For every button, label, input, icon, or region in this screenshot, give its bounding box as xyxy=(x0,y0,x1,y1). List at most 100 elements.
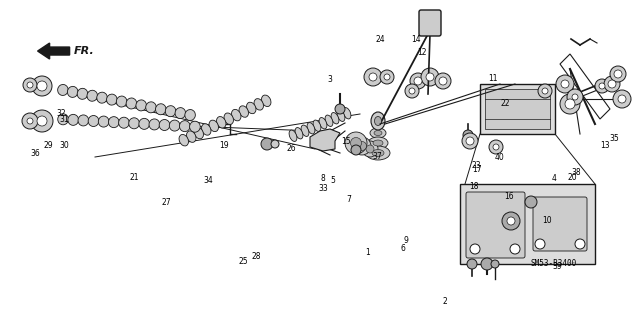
Text: 6: 6 xyxy=(401,244,406,253)
Circle shape xyxy=(614,70,622,78)
Circle shape xyxy=(538,84,552,98)
Circle shape xyxy=(409,88,415,94)
Circle shape xyxy=(481,258,493,270)
Circle shape xyxy=(22,113,38,129)
Ellipse shape xyxy=(202,124,211,135)
Ellipse shape xyxy=(325,115,333,126)
Circle shape xyxy=(32,76,52,96)
Circle shape xyxy=(23,78,37,92)
Circle shape xyxy=(610,66,626,82)
Circle shape xyxy=(575,239,585,249)
Polygon shape xyxy=(310,129,340,151)
Text: 9: 9 xyxy=(404,236,409,245)
Ellipse shape xyxy=(186,131,196,142)
Ellipse shape xyxy=(209,120,218,132)
Circle shape xyxy=(613,90,631,108)
Ellipse shape xyxy=(374,116,381,125)
Circle shape xyxy=(510,244,520,254)
Ellipse shape xyxy=(319,118,327,129)
Text: 23: 23 xyxy=(472,161,482,170)
Ellipse shape xyxy=(67,86,78,97)
Ellipse shape xyxy=(118,117,129,128)
Text: 20: 20 xyxy=(568,173,578,182)
Text: 32: 32 xyxy=(56,109,66,118)
Ellipse shape xyxy=(88,115,99,127)
Circle shape xyxy=(502,212,520,230)
Circle shape xyxy=(604,76,620,92)
Circle shape xyxy=(364,68,382,86)
Circle shape xyxy=(561,80,569,88)
Text: 26: 26 xyxy=(286,144,296,153)
Text: 11: 11 xyxy=(488,74,497,83)
Text: 16: 16 xyxy=(504,192,514,201)
Ellipse shape xyxy=(139,118,150,130)
Circle shape xyxy=(595,79,609,93)
Text: 29: 29 xyxy=(43,141,53,150)
Text: 36: 36 xyxy=(30,149,40,158)
Circle shape xyxy=(608,80,616,88)
Ellipse shape xyxy=(307,122,315,134)
Circle shape xyxy=(27,82,33,88)
Circle shape xyxy=(435,73,451,89)
Ellipse shape xyxy=(165,106,176,117)
Ellipse shape xyxy=(179,121,190,132)
Circle shape xyxy=(525,196,537,208)
Circle shape xyxy=(31,110,53,132)
Ellipse shape xyxy=(331,113,339,124)
Ellipse shape xyxy=(372,150,384,157)
Circle shape xyxy=(463,130,473,140)
Ellipse shape xyxy=(358,142,367,151)
Circle shape xyxy=(542,88,548,94)
Ellipse shape xyxy=(371,112,385,130)
Circle shape xyxy=(271,140,279,148)
Ellipse shape xyxy=(351,137,362,149)
Text: 24: 24 xyxy=(376,35,386,44)
Circle shape xyxy=(462,133,478,149)
Text: 28: 28 xyxy=(252,252,260,261)
Text: 27: 27 xyxy=(161,198,172,207)
Ellipse shape xyxy=(232,109,241,121)
Ellipse shape xyxy=(77,88,88,99)
Circle shape xyxy=(384,74,390,80)
Ellipse shape xyxy=(246,102,256,114)
Text: 38: 38 xyxy=(571,168,581,177)
Text: 40: 40 xyxy=(494,153,504,162)
Ellipse shape xyxy=(313,120,321,131)
Circle shape xyxy=(556,75,574,93)
FancyBboxPatch shape xyxy=(419,10,441,36)
Ellipse shape xyxy=(374,130,382,136)
Circle shape xyxy=(426,73,434,81)
Ellipse shape xyxy=(353,137,371,155)
Ellipse shape xyxy=(107,94,117,105)
Ellipse shape xyxy=(370,128,386,138)
Ellipse shape xyxy=(68,114,79,125)
Ellipse shape xyxy=(170,120,180,131)
Text: 18: 18 xyxy=(469,182,478,191)
Ellipse shape xyxy=(262,95,271,107)
Ellipse shape xyxy=(159,120,170,130)
FancyBboxPatch shape xyxy=(480,84,555,134)
Text: 15: 15 xyxy=(340,137,351,146)
Circle shape xyxy=(37,116,47,126)
Circle shape xyxy=(572,94,578,100)
Circle shape xyxy=(27,118,33,124)
Text: 14: 14 xyxy=(411,35,421,44)
Circle shape xyxy=(405,84,419,98)
Ellipse shape xyxy=(108,117,119,128)
Text: 3: 3 xyxy=(327,75,332,84)
Circle shape xyxy=(421,68,439,86)
Ellipse shape xyxy=(149,119,160,130)
Circle shape xyxy=(599,83,605,89)
Ellipse shape xyxy=(97,92,108,103)
Circle shape xyxy=(565,99,575,109)
Ellipse shape xyxy=(216,116,226,128)
Text: 35: 35 xyxy=(609,134,620,143)
Text: 19: 19 xyxy=(219,141,229,150)
Circle shape xyxy=(410,73,426,89)
Circle shape xyxy=(414,77,422,85)
Ellipse shape xyxy=(189,121,200,132)
Text: 12: 12 xyxy=(418,48,427,57)
FancyBboxPatch shape xyxy=(460,184,595,264)
Ellipse shape xyxy=(239,106,248,117)
Text: 5: 5 xyxy=(330,176,335,185)
